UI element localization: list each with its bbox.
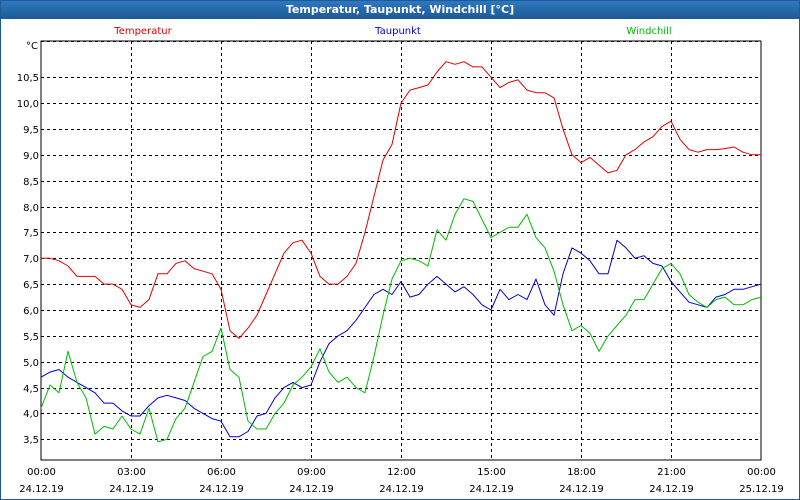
x-tick-time-label: 03:00 <box>117 467 146 478</box>
legend-label-taupunkt: Taupunkt <box>374 26 421 37</box>
y-tick-label: 5,5 <box>23 332 39 343</box>
x-tick-time-label: 06:00 <box>207 467 236 478</box>
y-tick-label: 10,0 <box>17 99 39 110</box>
x-tick-date-label: 24.12.19 <box>289 484 334 495</box>
x-tick-date-label: 24.12.19 <box>649 484 694 495</box>
chart-title: Temperatur, Taupunkt, Windchill [°C] <box>1 1 799 19</box>
y-tick-label: 3,5 <box>23 435 39 446</box>
x-tick-time-label: 15:00 <box>477 467 506 478</box>
y-tick-label: 8,0 <box>23 203 39 214</box>
y-tick-label: 4,0 <box>23 409 39 420</box>
x-tick-date-label: 25.12.19 <box>739 484 784 495</box>
chart-area: 3,5 4,0 4,5 5,0 5,5 6,0 6,5 7,0 7,5 8,0 8,5 9,0 9,5 1… <box>17 26 784 495</box>
y-tick-label: 4,5 <box>23 384 39 395</box>
x-tick-time-label: 09:00 <box>297 467 326 478</box>
x-tick-date-label: 24.12.19 <box>199 484 244 495</box>
x-tick-date-label: 24.12.19 <box>469 484 514 495</box>
x-tick-time-label: 00:00 <box>747 467 776 478</box>
y-tick-label: 8,5 <box>23 177 39 188</box>
series-line-temperatur <box>41 61 761 339</box>
legend-label-temperatur: Temperatur <box>113 26 172 37</box>
y-tick-label: 6,5 <box>23 280 39 291</box>
y-tick-label: 7,0 <box>23 254 39 265</box>
y-tick-label: 7,5 <box>23 228 39 239</box>
x-tick-time-label: 18:00 <box>567 467 596 478</box>
x-tick-date-label: 24.12.19 <box>559 484 604 495</box>
y-tick-label: 5,0 <box>23 358 39 369</box>
x-tick-time-label: 21:00 <box>657 467 686 478</box>
series-line-windchill <box>40 198 762 443</box>
legend-label-windchill: Windchill <box>626 26 671 37</box>
x-tick-time-label: 12:00 <box>387 467 416 478</box>
y-tick-label: 9,5 <box>23 125 39 136</box>
x-tick-date-label: 24.12.19 <box>109 484 154 495</box>
y-tick-label: 10,5 <box>17 73 39 84</box>
series-line-taupunkt <box>40 239 762 438</box>
y-tick-label: 6,0 <box>23 306 39 317</box>
x-tick-time-label: 00:00 <box>27 467 56 478</box>
y-tick-label: 9,0 <box>23 151 39 162</box>
x-tick-date-label: 24.12.19 <box>379 484 424 495</box>
x-tick-date-label: 24.12.19 <box>19 484 64 495</box>
y-axis-unit-label: °C <box>26 41 38 52</box>
